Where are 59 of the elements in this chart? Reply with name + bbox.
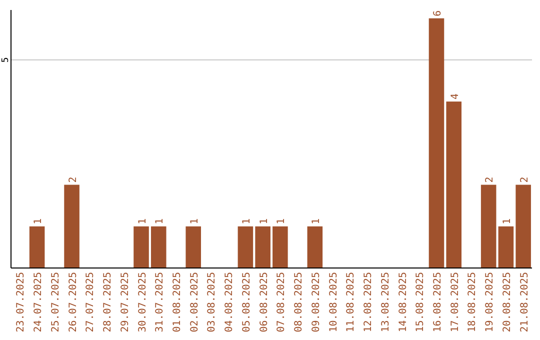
- y-tick-label: 5: [1, 57, 11, 63]
- x-tick-label: 01.08.2025: [172, 272, 183, 332]
- data-label: 1: [189, 218, 200, 224]
- x-tick-label: 16.08.2025: [432, 272, 444, 332]
- bar: [238, 226, 254, 268]
- x-tick-label: 18.08.2025: [467, 272, 478, 332]
- data-label: 1: [502, 218, 513, 224]
- data-label: 4: [450, 94, 461, 100]
- x-tick-label: 21.08.2025: [519, 272, 530, 332]
- x-tick-label: 17.08.2025: [450, 272, 461, 332]
- x-tick-label: 12.08.2025: [363, 272, 374, 332]
- bar: [255, 226, 270, 268]
- x-tick-label: 05.08.2025: [241, 272, 252, 332]
- x-tick-label: 06.08.2025: [258, 272, 270, 332]
- bar: [64, 184, 80, 268]
- x-tick-label: 02.08.2025: [189, 272, 200, 332]
- x-tick-label: 13.08.2025: [380, 272, 392, 332]
- x-tick-label: 28.07.2025: [102, 272, 114, 332]
- data-label: 6: [432, 10, 444, 16]
- x-tick-label: 10.08.2025: [328, 272, 340, 332]
- bar: [480, 184, 496, 268]
- data-label: 2: [484, 176, 496, 183]
- x-tick-label: 23.07.2025: [16, 272, 27, 332]
- bar: [134, 226, 149, 268]
- x-tick-label: 11.08.2025: [346, 272, 357, 332]
- data-label: 2: [68, 176, 79, 183]
- bar: [29, 226, 45, 268]
- bar: [272, 226, 288, 268]
- data-label: 1: [241, 218, 252, 224]
- bar: [498, 226, 514, 268]
- data-label: 2: [519, 176, 530, 183]
- x-tick-label: 25.07.2025: [50, 272, 62, 332]
- bar: [446, 102, 462, 268]
- data-label: 1: [137, 218, 148, 224]
- data-label: 1: [310, 218, 322, 224]
- x-tick-label: 27.07.2025: [85, 272, 96, 332]
- bar: [186, 226, 201, 268]
- data-label: 1: [276, 218, 288, 224]
- x-tick-label: 30.07.2025: [137, 272, 148, 332]
- bar: [150, 226, 166, 268]
- x-tick-label: 29.07.2025: [120, 272, 131, 332]
- x-tick-label: 07.08.2025: [276, 272, 288, 332]
- x-tick-label: 26.07.2025: [68, 272, 79, 332]
- data-label: 1: [154, 218, 166, 224]
- x-tick-label: 31.07.2025: [154, 272, 166, 332]
- x-tick-label: 14.08.2025: [398, 272, 409, 332]
- x-tick-label: 08.08.2025: [294, 272, 305, 332]
- data-label: 1: [33, 218, 44, 224]
- data-label: 1: [258, 218, 270, 224]
- bar: [428, 18, 444, 268]
- x-tick-label: 15.08.2025: [415, 272, 426, 332]
- x-tick-label: 20.08.2025: [502, 272, 513, 332]
- bar: [307, 226, 323, 268]
- x-tick-label: 03.08.2025: [206, 272, 218, 332]
- bar: [516, 184, 531, 268]
- x-tick-label: 09.08.2025: [310, 272, 322, 332]
- x-tick-label: 04.08.2025: [224, 272, 236, 332]
- x-tick-label: 19.08.2025: [484, 272, 496, 332]
- x-tick-label: 24.07.2025: [33, 272, 44, 332]
